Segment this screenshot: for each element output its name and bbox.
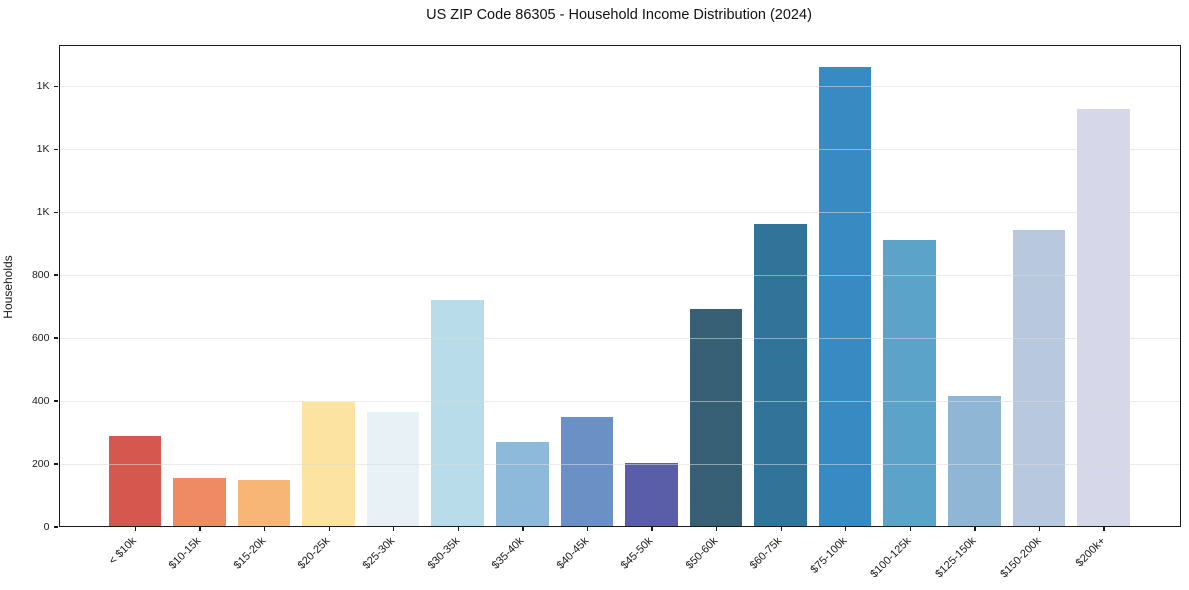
bar-$125-150k [948, 395, 1001, 526]
x-tick-label-$10-15k: $10-15k [166, 535, 204, 572]
x-tick-label-$45-50k: $45-50k [618, 535, 656, 572]
x-tick-label-$150-200k: $150-200k [997, 535, 1043, 581]
x-tick-label-$75-100k: $75-100k [808, 535, 850, 576]
gridline-600 [59, 337, 1180, 339]
bar-$45-50k [625, 463, 678, 526]
bar-$25-30k [366, 412, 420, 526]
y-tick-label: 1K [36, 80, 50, 93]
x-tick-mark [263, 527, 266, 531]
x-tick-label-$35-40k: $35-40k [489, 535, 527, 572]
x-tick-mark [1038, 527, 1041, 531]
y-tick-label: 200 [31, 458, 50, 470]
y-tick-mark [54, 274, 58, 276]
y-tick-label: 400 [31, 395, 50, 408]
x-tick-mark [909, 527, 911, 531]
x-tick-label-$30-35k: $30-35k [425, 535, 462, 572]
bar-$30-35k [431, 300, 485, 526]
x-tick-mark [651, 527, 653, 531]
y-tick-mark [54, 85, 58, 87]
y-tick-label: 1K [36, 206, 50, 219]
gridline-400 [59, 400, 1180, 402]
x-tick-mark [199, 527, 201, 531]
y-tick-label: 800 [31, 269, 50, 282]
bar-$200k+ [1077, 109, 1130, 526]
bar-< $10k [108, 435, 162, 526]
gridline-800 [59, 274, 1180, 276]
x-tick-mark [586, 527, 589, 531]
x-tick-mark [522, 527, 524, 531]
x-tick-label-$200k+: $200k+ [1073, 535, 1108, 570]
plot-area [58, 45, 1181, 527]
y-tick-mark [54, 463, 58, 465]
gridline-1400 [59, 85, 1180, 87]
x-tick-label-$50-60k: $50-60k [683, 535, 721, 572]
bar-$35-40k [496, 441, 549, 526]
x-tick-mark [974, 527, 976, 531]
bar-$75-100k [818, 67, 872, 526]
bar-$60-75k [754, 224, 807, 526]
bar-$50-60k [689, 308, 743, 526]
y-tick-mark [54, 337, 58, 339]
y-tick-label: 1K [36, 143, 50, 156]
x-tick-mark [457, 527, 459, 531]
x-tick-label-$15-20k: $15-20k [231, 535, 269, 572]
x-tick-label-$100-125k: $100-125k [868, 535, 914, 581]
y-tick-mark [54, 400, 58, 402]
x-tick-label-$60-75k: $60-75k [748, 535, 785, 572]
x-tick-mark [328, 527, 330, 531]
gridline-200 [59, 463, 1180, 465]
x-tick-mark [715, 527, 718, 531]
y-tick-mark [54, 526, 58, 528]
x-tick-label-$25-30k: $25-30k [360, 535, 398, 572]
x-tick-label-< $10k: < $10k [106, 535, 139, 568]
y-tick-label: 600 [31, 332, 50, 345]
bar-$15-20k [237, 480, 291, 526]
y-tick-mark [54, 148, 58, 150]
y-tick-label: 0 [43, 521, 50, 533]
gridline-1200 [59, 148, 1180, 150]
x-tick-mark [134, 527, 137, 531]
y-tick-mark [54, 211, 58, 213]
bar-$10-15k [173, 477, 226, 526]
gridline-1000 [59, 211, 1180, 213]
x-tick-mark [845, 527, 847, 531]
x-tick-mark [780, 527, 782, 531]
chart-title: US ZIP Code 86305 - Household Income Dis… [426, 7, 812, 23]
x-tick-label-$20-25k: $20-25k [296, 535, 333, 572]
x-tick-label-$40-45k: $40-45k [554, 535, 591, 572]
x-tick-mark [393, 527, 395, 531]
bar-$40-45k [560, 416, 614, 526]
bar-$150-200k [1012, 230, 1066, 526]
x-tick-label-$125-150k: $125-150k [933, 535, 979, 581]
x-tick-mark [1103, 527, 1105, 531]
bar-$100-125k [883, 239, 937, 526]
